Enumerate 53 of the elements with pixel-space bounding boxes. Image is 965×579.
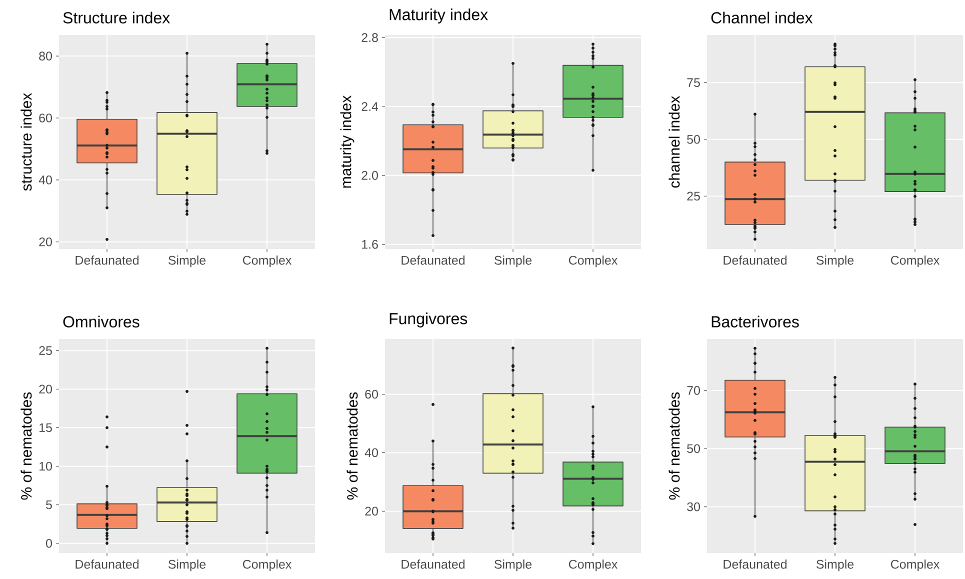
y-tick-label: 10 bbox=[40, 462, 52, 471]
x-tick-label: Defaunated bbox=[402, 560, 465, 569]
x-tick-label: Simple bbox=[168, 256, 206, 268]
x-tick-label: Complex bbox=[242, 256, 292, 268]
chart-title: Bacterivores bbox=[712, 316, 799, 328]
chart-title: Maturity index bbox=[390, 8, 488, 24]
x-tick-label: Defaunated bbox=[724, 560, 787, 569]
y-tick-label: 50 bbox=[687, 444, 700, 454]
y-tick-label: 30 bbox=[687, 502, 700, 512]
chart-title: Omnivores bbox=[63, 316, 140, 328]
y-axis-title: structure index bbox=[20, 92, 32, 191]
x-tick-label: Complex bbox=[242, 560, 292, 572]
y-tick-label: 5 bbox=[46, 500, 52, 510]
y-tick-label: 0 bbox=[46, 538, 52, 548]
y-axis-title: maturity index bbox=[340, 95, 354, 188]
x-tick-label: Simple bbox=[168, 560, 206, 572]
y-tick-label: 75 bbox=[687, 78, 700, 88]
chart-title: Structure index bbox=[63, 12, 170, 24]
y-tick-label: 40 bbox=[38, 176, 52, 184]
x-tick-label: Defaunated bbox=[402, 256, 465, 265]
y-tick-label: 25 bbox=[39, 346, 52, 355]
y-tick-label: 20 bbox=[39, 237, 52, 246]
x-tick-label: Defaunated bbox=[76, 256, 139, 265]
chart-title: Channel index bbox=[711, 12, 813, 24]
y-tick-label: 2.4 bbox=[362, 102, 378, 111]
y-axis-title: channel index bbox=[668, 96, 680, 188]
x-tick-label: Simple bbox=[494, 256, 532, 268]
y-tick-label: 2.0 bbox=[362, 171, 378, 180]
y-tick-label: 60 bbox=[365, 390, 378, 399]
x-tick-label: Simple bbox=[816, 256, 854, 268]
y-tick-label: 1.6 bbox=[362, 240, 378, 249]
x-tick-label: Complex bbox=[568, 256, 618, 268]
y-axis-title: % of nematodes bbox=[346, 392, 358, 500]
x-tick-label: Simple bbox=[494, 560, 532, 572]
x-tick-label: Defaunated bbox=[76, 560, 139, 569]
y-tick-label: 25 bbox=[687, 192, 700, 201]
chart-title: Fungivores bbox=[390, 312, 468, 328]
y-tick-label: 15 bbox=[40, 423, 52, 432]
y-tick-label: 20 bbox=[365, 506, 378, 516]
x-tick-label: Simple bbox=[816, 560, 854, 572]
y-tick-label: 80 bbox=[39, 52, 52, 60]
y-tick-label: 20 bbox=[39, 384, 52, 394]
y-axis-title: % of nematodes bbox=[668, 392, 680, 500]
y-tick-label: 40 bbox=[364, 448, 378, 458]
x-tick-label: Complex bbox=[890, 256, 940, 268]
y-axis-title: % of nematodes bbox=[20, 392, 32, 500]
y-tick-label: 50 bbox=[687, 134, 700, 144]
y-tick-label: 2.8 bbox=[362, 33, 378, 42]
x-tick-label: Complex bbox=[890, 560, 940, 572]
y-tick-label: 60 bbox=[39, 114, 52, 122]
x-tick-label: Complex bbox=[568, 560, 618, 572]
x-tick-label: Defaunated bbox=[724, 256, 787, 265]
y-tick-label: 70 bbox=[687, 386, 700, 395]
